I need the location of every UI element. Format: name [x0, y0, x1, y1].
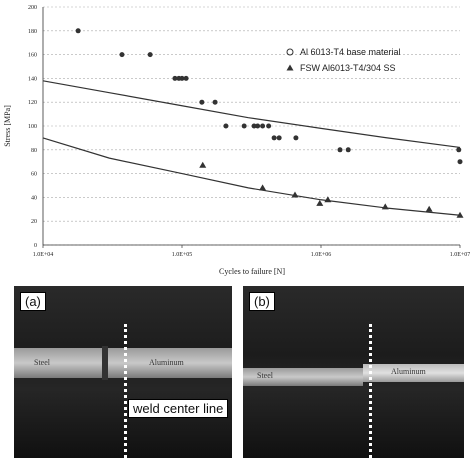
point — [345, 147, 351, 153]
y-tick-label: 0 — [34, 243, 37, 249]
center-line — [369, 324, 372, 458]
point — [183, 75, 189, 81]
material-label: Steel — [257, 371, 273, 380]
y-tick-label: 20 — [31, 219, 37, 225]
legend-marker — [286, 64, 294, 71]
photo-b: (b) Steel Aluminum — [243, 286, 464, 458]
y-tick-label: 180 — [28, 29, 37, 35]
legend-label: FSW Al6013-T4/304 SS — [300, 63, 396, 73]
y-tick-label: 80 — [31, 148, 37, 154]
y-tick-label: 160 — [28, 53, 37, 59]
triangle-point — [425, 205, 433, 212]
plate — [14, 348, 232, 378]
point — [241, 123, 247, 129]
photo-a: (a) Steel Aluminum weld center line — [14, 286, 232, 458]
point — [456, 147, 462, 153]
x-tick-label: 1.0E+07 — [450, 252, 470, 258]
y-tick-label: 100 — [28, 124, 37, 130]
point — [271, 135, 277, 141]
point — [75, 28, 81, 34]
triangle-point — [259, 184, 267, 191]
x-axis-label: Cycles to failure [N] — [219, 267, 285, 276]
point — [337, 147, 343, 153]
point — [223, 123, 229, 129]
trend-line — [42, 137, 461, 216]
x-tick-label: 1.0E+04 — [33, 252, 54, 258]
point — [293, 135, 299, 141]
photo-label: (b) — [249, 292, 275, 311]
material-label: Steel — [34, 358, 50, 367]
x-tick-label: 1.0E+05 — [172, 252, 193, 258]
y-tick-label: 120 — [28, 100, 37, 106]
point — [251, 123, 257, 129]
plate — [243, 368, 363, 386]
point — [276, 135, 282, 141]
point — [266, 123, 272, 129]
point — [119, 52, 125, 58]
triangle-point — [199, 161, 207, 168]
triangle-point — [316, 199, 324, 206]
y-tick-label: 140 — [28, 76, 37, 82]
point — [147, 52, 153, 58]
y-tick-label: 40 — [31, 195, 37, 201]
material-label: Aluminum — [391, 367, 426, 376]
point — [179, 75, 185, 81]
photo-label: (a) — [20, 292, 46, 311]
point — [457, 159, 463, 165]
legend-marker — [286, 48, 294, 56]
legend-label: Al 6013-T4 base material — [300, 47, 401, 57]
y-tick-label: 60 — [31, 172, 37, 178]
y-axis-label: Stress [MPa] — [3, 105, 12, 147]
point — [172, 75, 178, 81]
material-label: Aluminum — [149, 358, 184, 367]
point — [212, 99, 218, 105]
plate — [363, 364, 464, 382]
x-tick-label: 1.0E+06 — [311, 252, 332, 258]
point — [255, 123, 261, 129]
weld-zone — [102, 346, 108, 380]
point — [260, 123, 266, 129]
annotation: weld center line — [128, 399, 229, 418]
point — [199, 99, 205, 105]
trend-line — [42, 80, 461, 149]
y-tick-label: 200 — [28, 5, 37, 11]
center-line — [124, 324, 127, 458]
chart: Stress [MPa] Cycles to failure [N] 0 20 40… — [3, 5, 470, 276]
